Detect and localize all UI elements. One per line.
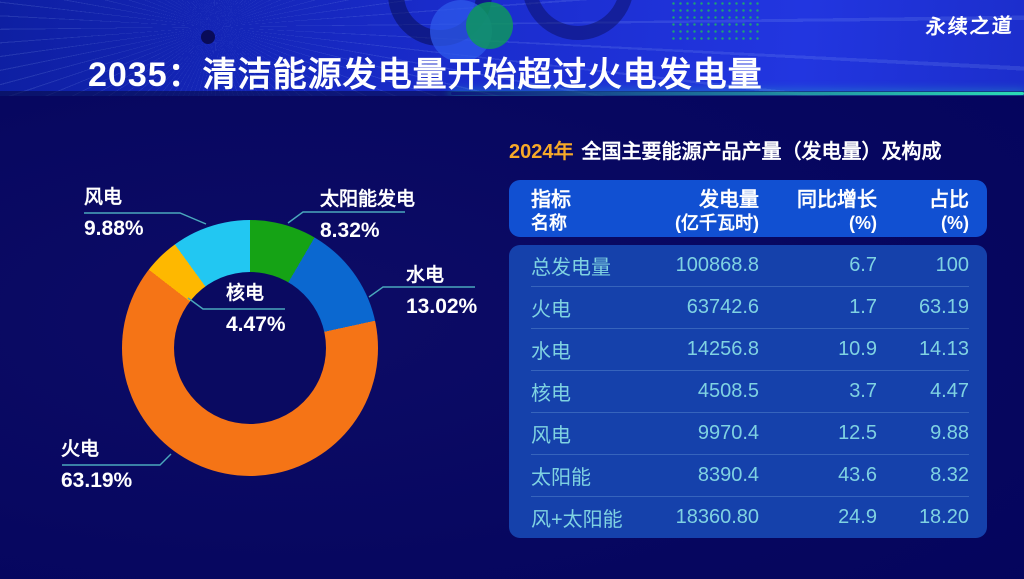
row-value: 63.19: [918, 296, 969, 318]
table-row: 太阳能 8390.4 43.6 8.32: [531, 454, 969, 496]
callout-percent: 9.88%: [84, 217, 144, 240]
callout-name: 风电: [84, 187, 123, 208]
table-body: 总发电量 100868.8 6.7 100 火电 63742.6 1.7 63.19 水电 142…: [509, 245, 987, 538]
row-value: 14256.8: [686, 338, 759, 360]
table-row: 火电 63742.6 1.7 63.19: [531, 286, 969, 328]
row-label: 风+太阳能: [531, 509, 623, 531]
table-row: 水电 14256.8 10.9 14.13: [531, 328, 969, 370]
row-value: 63742.6: [686, 296, 759, 318]
callout-name: 太阳能发电: [320, 189, 416, 210]
leader-line-nuclear: [187, 297, 285, 310]
data-table-region: 2024年 全国主要能源产品产量（发电量）及构成 指标 名称 发电量 (亿千瓦时)…: [509, 96, 987, 538]
row-value: 4.47: [930, 380, 969, 402]
row-value: 100868.8: [675, 254, 759, 276]
column-header-indicator: 指标 名称: [531, 189, 571, 233]
callout-percent: 4.47%: [226, 313, 286, 336]
table-title: 2024年 全国主要能源产品产量（发电量）及构成: [509, 135, 987, 164]
row-value: 6.7: [849, 254, 877, 276]
table-row: 总发电量 100868.8 6.7 100: [531, 245, 969, 286]
row-label: 火电: [531, 299, 571, 321]
callout-percent: 13.02%: [406, 295, 478, 318]
decor-circle-green-icon: [466, 2, 513, 49]
callout-name: 核电: [226, 283, 265, 304]
glow-line: [450, 92, 1024, 95]
chart-callout-thermal: 火电 63.19%: [61, 438, 132, 493]
row-value: 8.32: [930, 464, 969, 486]
dot-grid-pattern: [670, 0, 762, 44]
header-band: 2035：清洁能源发电量开始超过火电发电量 永续之道: [0, 0, 1024, 96]
table-row: 风+太阳能 18360.80 24.9 18.20: [531, 496, 969, 538]
row-value: 10.9: [838, 338, 877, 360]
callout-name: 水电: [406, 265, 445, 286]
donut-ring: [122, 220, 378, 476]
row-value: 24.9: [838, 506, 877, 528]
leader-line-wind: [84, 212, 207, 225]
row-value: 9970.4: [697, 422, 759, 444]
chart-callout-solar: 太阳能发电 8.32%: [320, 188, 415, 243]
leader-line-thermal: [62, 453, 172, 466]
chart-callout-hydro: 水电 13.02%: [406, 264, 477, 319]
row-value: 18360.80: [675, 506, 759, 528]
row-value: 14.13: [918, 338, 969, 360]
row-label: 总发电量: [531, 257, 611, 279]
callout-name: 火电: [61, 439, 100, 460]
brand-logo: 永续之道: [924, 15, 1015, 39]
row-value: 4508.5: [697, 380, 759, 402]
row-value: 8390.4: [697, 464, 759, 486]
leader-line-hydro: [368, 286, 475, 298]
table-title-text: 全国主要能源产品产量（发电量）及构成: [581, 141, 942, 163]
row-value: 3.7: [849, 380, 877, 402]
column-header-generation: 发电量 (亿千瓦时): [675, 189, 759, 233]
row-label: 核电: [531, 383, 571, 405]
donut-chart-region: 风电 9.88% 太阳能发电 8.32% 水电 13.02% 核电 4.47% …: [0, 96, 505, 579]
column-header-yoy-growth: 同比增长 (%): [797, 189, 877, 233]
chart-callout-nuclear: 核电 4.47%: [226, 282, 286, 337]
row-value: 1.7: [849, 296, 877, 318]
row-label: 风电: [531, 425, 571, 447]
row-value: 9.88: [930, 422, 969, 444]
callout-percent: 63.19%: [61, 469, 133, 492]
column-header-share: 占比 (%): [929, 189, 969, 233]
leader-lines: [62, 211, 475, 466]
callout-percent: 8.32%: [320, 219, 380, 242]
row-label: 太阳能: [531, 467, 591, 489]
fan-origin-dot-icon: [201, 30, 215, 44]
fan-rays-texture: [0, 0, 1024, 96]
page-title: 2035：清洁能源发电量开始超过火电发电量: [88, 56, 763, 94]
row-value: 12.5: [838, 422, 877, 444]
table-header: 指标 名称 发电量 (亿千瓦时) 同比增长 (%) 占比 (%): [509, 180, 987, 237]
table-title-year: 2024年: [509, 141, 574, 163]
row-label: 水电: [531, 341, 571, 363]
row-value: 18.20: [918, 506, 969, 528]
leader-line-solar: [287, 211, 405, 224]
table-row: 核电 4508.5 3.7 4.47: [531, 370, 969, 412]
row-value: 43.6: [838, 464, 877, 486]
chart-callout-wind: 风电 9.88%: [84, 186, 144, 241]
table-row: 风电 9970.4 12.5 9.88: [531, 412, 969, 454]
row-value: 100: [935, 254, 969, 276]
